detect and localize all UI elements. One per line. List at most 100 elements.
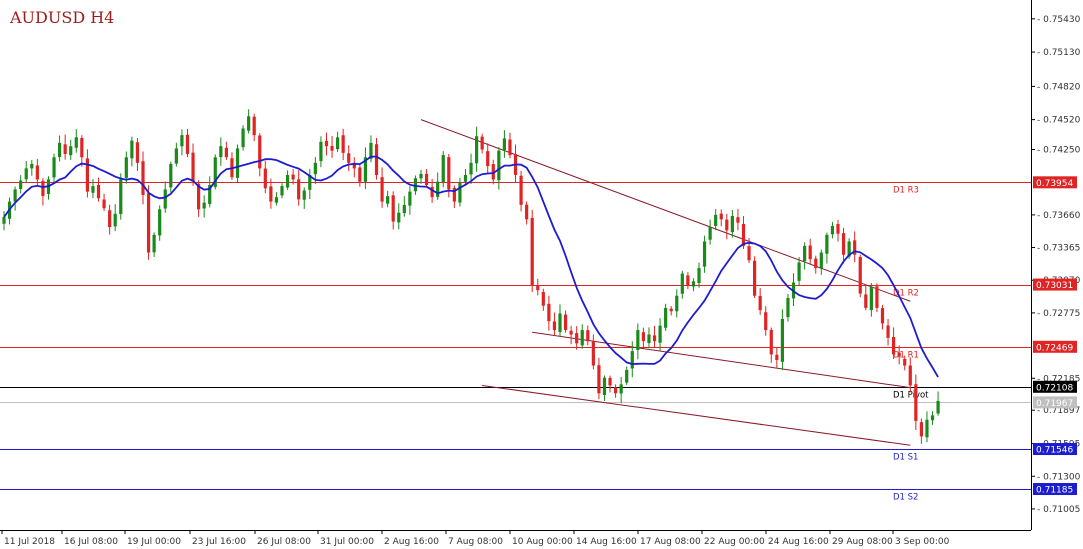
price-box-bg <box>1033 396 1077 409</box>
candle <box>152 232 156 258</box>
candle-body <box>841 233 846 255</box>
candle-body <box>664 307 668 328</box>
candle-body <box>436 181 440 197</box>
candle-body <box>263 168 267 189</box>
candle <box>74 129 78 153</box>
candle-body <box>74 137 78 148</box>
candle <box>402 196 406 217</box>
price-box-value: 0.73031 <box>1036 281 1073 291</box>
candle-body <box>630 351 634 369</box>
candle <box>124 151 128 184</box>
candle-body <box>508 139 512 156</box>
candle-body <box>469 162 473 175</box>
candle-body <box>486 151 490 167</box>
candle-body <box>880 308 885 324</box>
candle <box>2 211 6 231</box>
candle-body <box>291 174 295 180</box>
x-tick-label: 11 Jul 2018 <box>4 537 55 547</box>
candle <box>213 154 217 190</box>
candle-body <box>158 209 162 236</box>
price-box-d1-s2: 0.71185 <box>1033 483 1077 496</box>
candle-body <box>146 193 151 253</box>
candle <box>441 151 445 188</box>
candle-body <box>814 258 818 269</box>
candle <box>664 303 668 331</box>
candle-body <box>480 136 484 150</box>
candle-body <box>903 358 907 366</box>
candle-body <box>569 330 573 335</box>
candle <box>541 288 545 311</box>
x-tick-label: 2 Aug 16:00 <box>384 537 439 547</box>
candle <box>85 149 89 198</box>
candle-body <box>419 173 423 179</box>
candle <box>297 170 301 206</box>
candle-body <box>541 292 545 306</box>
candle-body <box>669 308 673 312</box>
candle-body <box>730 215 734 233</box>
candle-body <box>80 138 84 158</box>
candle <box>869 282 873 317</box>
x-tick-label: 31 Jul 00:00 <box>320 537 374 547</box>
candle <box>241 125 245 151</box>
candle <box>919 418 923 444</box>
x-tick-label: 19 Jul 00:00 <box>127 537 181 547</box>
candle-body <box>641 332 645 342</box>
candle-body <box>636 330 640 351</box>
candle <box>24 161 28 183</box>
candle <box>436 172 440 200</box>
candle <box>130 136 134 167</box>
y-tick-label: - 0.72185 <box>1037 374 1080 384</box>
candle-body <box>191 152 195 182</box>
candle <box>608 375 612 393</box>
candle <box>858 254 862 298</box>
y-tick-label: - 0.71005 <box>1037 505 1080 515</box>
candle <box>586 325 590 346</box>
candle <box>691 278 696 292</box>
price-box-value: 0.71967 <box>1036 399 1073 409</box>
candle-body <box>258 135 262 169</box>
price-box-bg <box>1033 483 1077 496</box>
candle <box>302 187 306 209</box>
candle-body <box>892 336 896 355</box>
candle <box>419 169 423 184</box>
candle-body <box>497 150 501 181</box>
candle <box>308 168 312 200</box>
candle <box>647 327 651 349</box>
candle-body <box>530 217 534 286</box>
candle <box>536 278 540 296</box>
candle <box>386 190 390 208</box>
candle <box>285 170 290 190</box>
candle-body <box>914 384 918 421</box>
candle <box>892 327 896 360</box>
candle-body <box>475 136 479 164</box>
y-tick-label: - 0.74520 <box>1037 116 1081 126</box>
candle-body <box>347 153 351 163</box>
candle-body <box>130 140 134 159</box>
candle-body <box>52 157 56 178</box>
candle-body <box>558 313 562 332</box>
candle-body <box>58 142 62 158</box>
candle <box>853 231 857 263</box>
x-tick-label: 16 Jul 08:00 <box>64 537 118 547</box>
candle <box>263 160 267 194</box>
y-tick-label: - 0.73660 <box>1037 211 1081 221</box>
x-tick-label: 22 Aug 00:00 <box>704 537 765 547</box>
candle <box>141 151 145 205</box>
candle-body <box>85 158 89 192</box>
candle <box>780 309 784 371</box>
candle-body <box>274 197 279 203</box>
x-tick-label: 24 Aug 16:00 <box>768 537 829 547</box>
candle <box>736 208 740 231</box>
candle <box>58 135 62 162</box>
y-tick-label: - 0.73365 <box>1037 244 1080 254</box>
candle-body <box>858 256 862 294</box>
candle-body <box>119 179 123 215</box>
candle <box>803 242 807 270</box>
candle <box>30 159 34 176</box>
candle <box>875 283 879 313</box>
candle-body <box>725 219 729 231</box>
candle <box>463 168 468 186</box>
candle-body <box>19 180 23 190</box>
moving-average-line <box>3 155 939 378</box>
candle <box>880 305 885 330</box>
